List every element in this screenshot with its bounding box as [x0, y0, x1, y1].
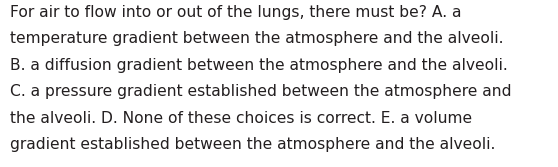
Text: gradient established between the atmosphere and the alveoli.: gradient established between the atmosph…: [10, 137, 496, 152]
Text: C. a pressure gradient established between the atmosphere and: C. a pressure gradient established betwe…: [10, 84, 512, 99]
Text: For air to flow into or out of the lungs, there must be? A. a: For air to flow into or out of the lungs…: [10, 5, 461, 20]
Text: the alveoli. D. None of these choices is correct. E. a volume: the alveoli. D. None of these choices is…: [10, 111, 472, 126]
Text: temperature gradient between the atmosphere and the alveoli.: temperature gradient between the atmosph…: [10, 31, 503, 46]
Text: B. a diffusion gradient between the atmosphere and the alveoli.: B. a diffusion gradient between the atmo…: [10, 58, 508, 73]
